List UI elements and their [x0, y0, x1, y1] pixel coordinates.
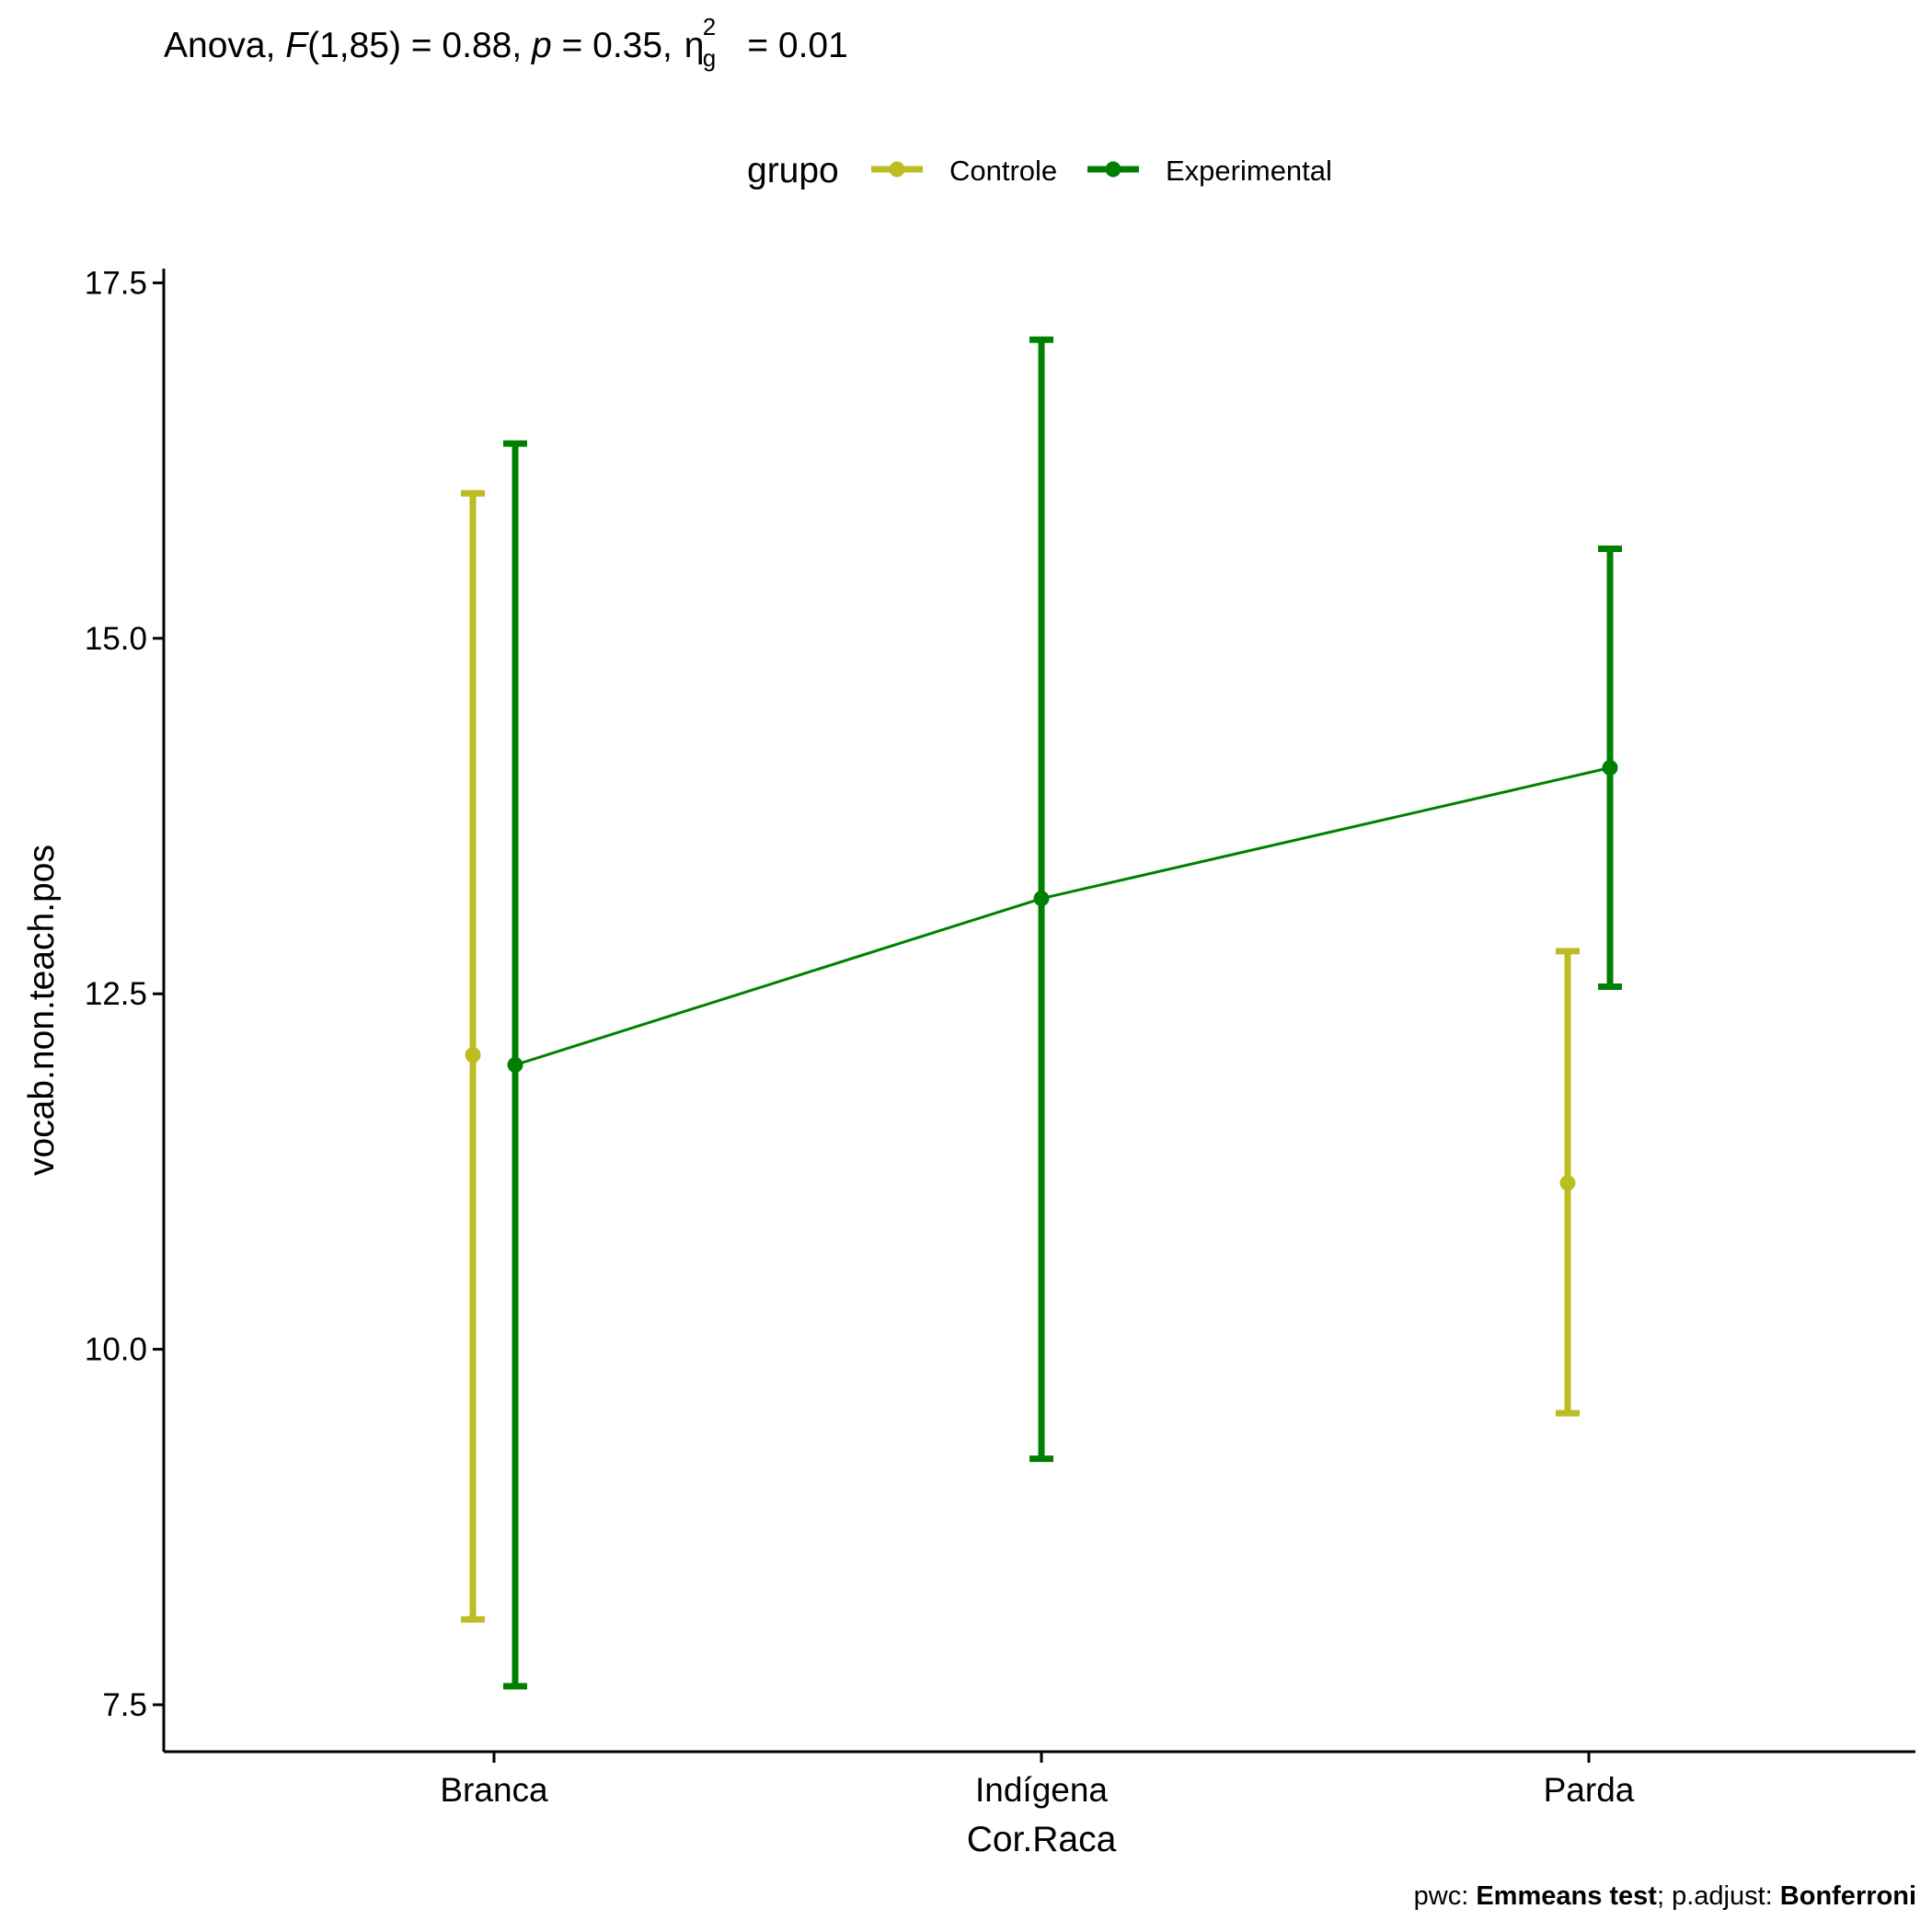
legend: grupo Controle Experimental	[747, 151, 1332, 190]
data-point	[465, 1047, 481, 1064]
data-point	[1559, 1175, 1576, 1191]
y-axis-title: vocab.non.teach.pos	[22, 845, 62, 1176]
data-point	[507, 1057, 523, 1074]
y-tick-label: 15.0	[85, 621, 147, 657]
legend-title: grupo	[747, 151, 839, 190]
data-point	[1602, 759, 1618, 776]
legend-item-experimental: Experimental	[1087, 155, 1332, 187]
x-tick-label: Parda	[1544, 1771, 1635, 1809]
chart-marks	[461, 336, 1622, 1690]
y-tick-label: 7.5	[102, 1687, 147, 1723]
y-tick-label: 12.5	[85, 976, 147, 1012]
x-axis-title: Cor.Raca	[967, 1820, 1117, 1859]
series-controle	[461, 489, 1580, 1623]
series-experimental	[503, 336, 1622, 1690]
legend-key-point	[1105, 161, 1121, 178]
legend-label: Controle	[949, 155, 1057, 187]
y-tick-label: 17.5	[85, 265, 147, 301]
data-point	[1033, 891, 1050, 907]
legend-label: Experimental	[1166, 155, 1332, 187]
y-tick-label: 10.0	[85, 1332, 147, 1368]
caption: pwc: Emmeans test; p.adjust: Bonferroni	[1413, 1881, 1916, 1911]
x-tick-label: Branca	[440, 1771, 548, 1809]
x-tick-label: Indígena	[975, 1771, 1108, 1809]
axes: 7.5 10.0 12.5 15.0 17.5 Branca Indígena Parda Co…	[22, 265, 1915, 1859]
legend-item-controle: Controle	[871, 155, 1057, 187]
legend-key-point	[889, 161, 905, 178]
series-line	[514, 766, 1611, 1066]
